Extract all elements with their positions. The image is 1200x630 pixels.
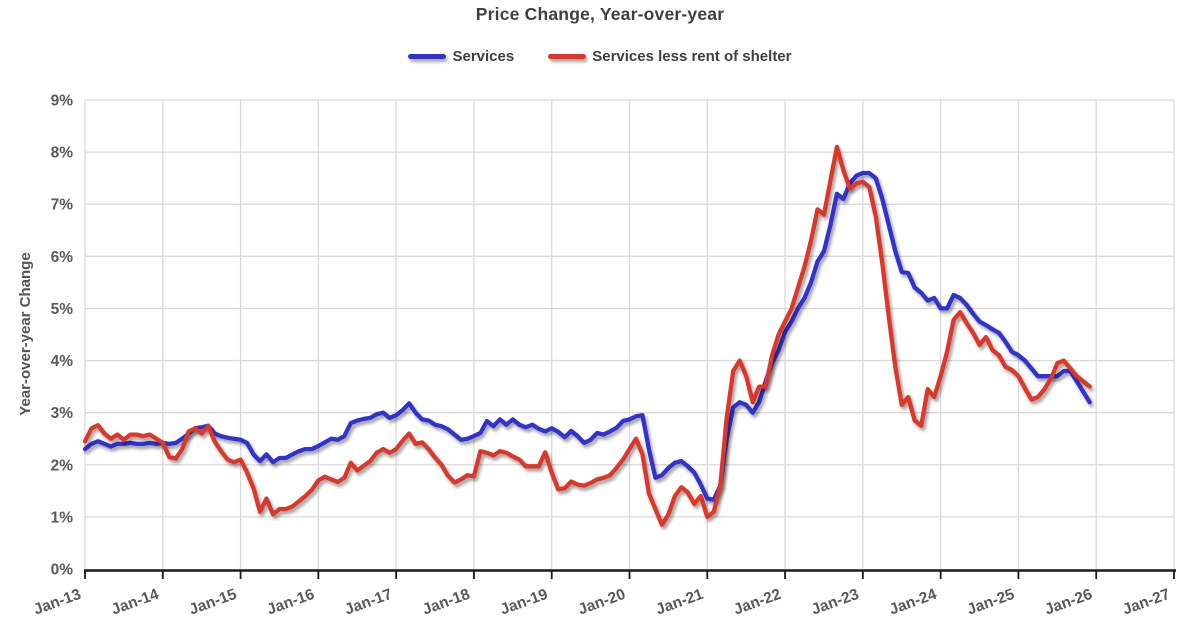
plot-area: 0% 1% 2% 3% 4% 5% 6% 7% 8% 9% Jan-13 Jan-14 Jan-15 Ja… (31, 93, 1176, 619)
x-tick-label: Jan-22 (731, 586, 783, 619)
x-tick-label: Jan-26 (1043, 586, 1095, 619)
y-tick-label: 8% (51, 145, 74, 162)
x-tick-label: Jan-25 (965, 586, 1017, 619)
x-tick-label: Jan-14 (109, 586, 161, 619)
series-line-services-less-rent-of-shelter (82, 144, 1092, 527)
y-tick-label: 1% (51, 509, 74, 526)
x-tick-label: Jan-27 (1120, 586, 1172, 619)
x-tick-label: Jan-19 (498, 586, 550, 619)
chart-title: Price Change, Year-over-year (475, 4, 725, 24)
x-tick-label: Jan-20 (576, 586, 628, 619)
y-tick-label: 0% (51, 562, 74, 579)
x-tick-label: Jan-23 (809, 586, 861, 619)
y-tick-label: 9% (51, 93, 74, 110)
x-tick-label: Jan-13 (31, 586, 83, 619)
y-tick-label: 2% (51, 457, 74, 474)
y-tick-label: 5% (51, 301, 74, 318)
y-tick-label: 4% (51, 353, 74, 370)
y-tick-label: 3% (51, 405, 74, 422)
legend: Services Services less rent of shelter (0, 48, 1200, 65)
series-line-services (82, 170, 1092, 502)
legend-item-services: Services (408, 48, 514, 65)
x-tick-label: Jan-18 (420, 586, 472, 619)
legend-label-services-less-rent-of-shelter: Services less rent of shelter (592, 48, 792, 65)
x-tick-label: Jan-15 (187, 586, 239, 619)
legend-label-services: Services (452, 48, 515, 65)
legend-line-swatch-services-less-rent-of-shelter (548, 54, 587, 59)
y-tick-label: 7% (51, 197, 74, 214)
y-tick-label: 6% (51, 249, 74, 266)
legend-item-services-less-rent-of-shelter: Services less rent of shelter (548, 48, 792, 65)
x-tick-label: Jan-21 (654, 586, 706, 619)
x-tick-label: Jan-24 (887, 586, 939, 619)
legend-line-swatch-services (408, 54, 447, 59)
x-tick-label: Jan-16 (265, 586, 317, 619)
x-tick-label: Jan-17 (343, 586, 395, 619)
